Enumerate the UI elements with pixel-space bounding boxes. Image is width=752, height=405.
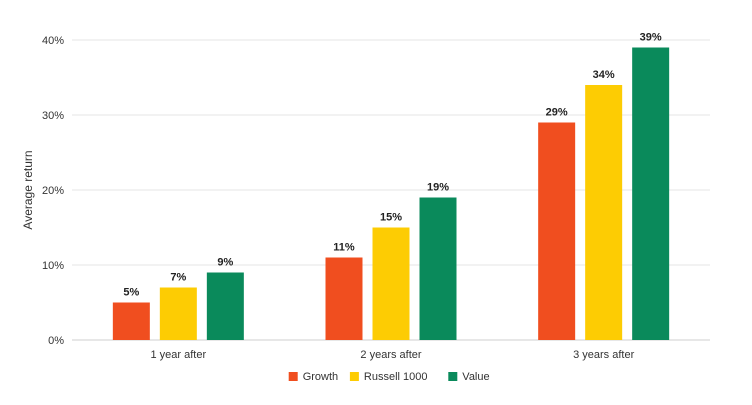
legend-label: Value [462,371,489,383]
y-tick-label: 10% [42,260,64,272]
x-tick-label: 1 year after [151,349,207,361]
legend-swatch [288,372,298,381]
bar-russell-1000-3 [585,85,623,340]
y-tick-label: 40% [42,35,64,47]
y-tick-label: 0% [48,335,64,347]
y-axis-title: Average return [21,150,35,229]
bar-value-2 [419,197,457,340]
x-axis-ticks: 1 year after 2 years after 3 years after [151,349,635,361]
data-label: 34% [593,69,615,81]
y-tick-label: 20% [42,185,64,197]
y-axis-ticks: 0% 10% 20% 30% 40% [42,35,64,347]
data-label: 9% [217,257,233,269]
bar-growth-1 [112,302,150,340]
bar-value-3 [632,47,670,340]
y-tick-label: 30% [42,110,64,122]
legend-label: Russell 1000 [364,371,428,383]
x-tick-label: 3 years after [573,349,634,361]
legend-swatch [448,372,458,381]
bar-russell-1000-1 [159,287,197,340]
bar-value-1 [206,272,244,340]
bar-russell-1000-2 [372,227,410,340]
data-labels: 5% 7% 9% 11% 15% 19% 29% 34% 39% [123,32,662,299]
data-label: 5% [123,287,139,299]
data-label: 19% [427,182,449,194]
x-tick-label: 2 years after [360,349,421,361]
legend-label: Growth [303,371,338,383]
data-label: 11% [333,242,355,254]
bar-growth-2 [325,257,363,340]
legend: Growth Russell 1000 Value [288,371,490,383]
legend-swatch [349,372,359,381]
data-label: 39% [640,32,662,44]
data-label: 15% [380,212,402,224]
data-label: 7% [170,272,186,284]
bars [112,47,670,340]
bar-growth-3 [538,122,576,340]
data-label: 29% [546,107,568,119]
